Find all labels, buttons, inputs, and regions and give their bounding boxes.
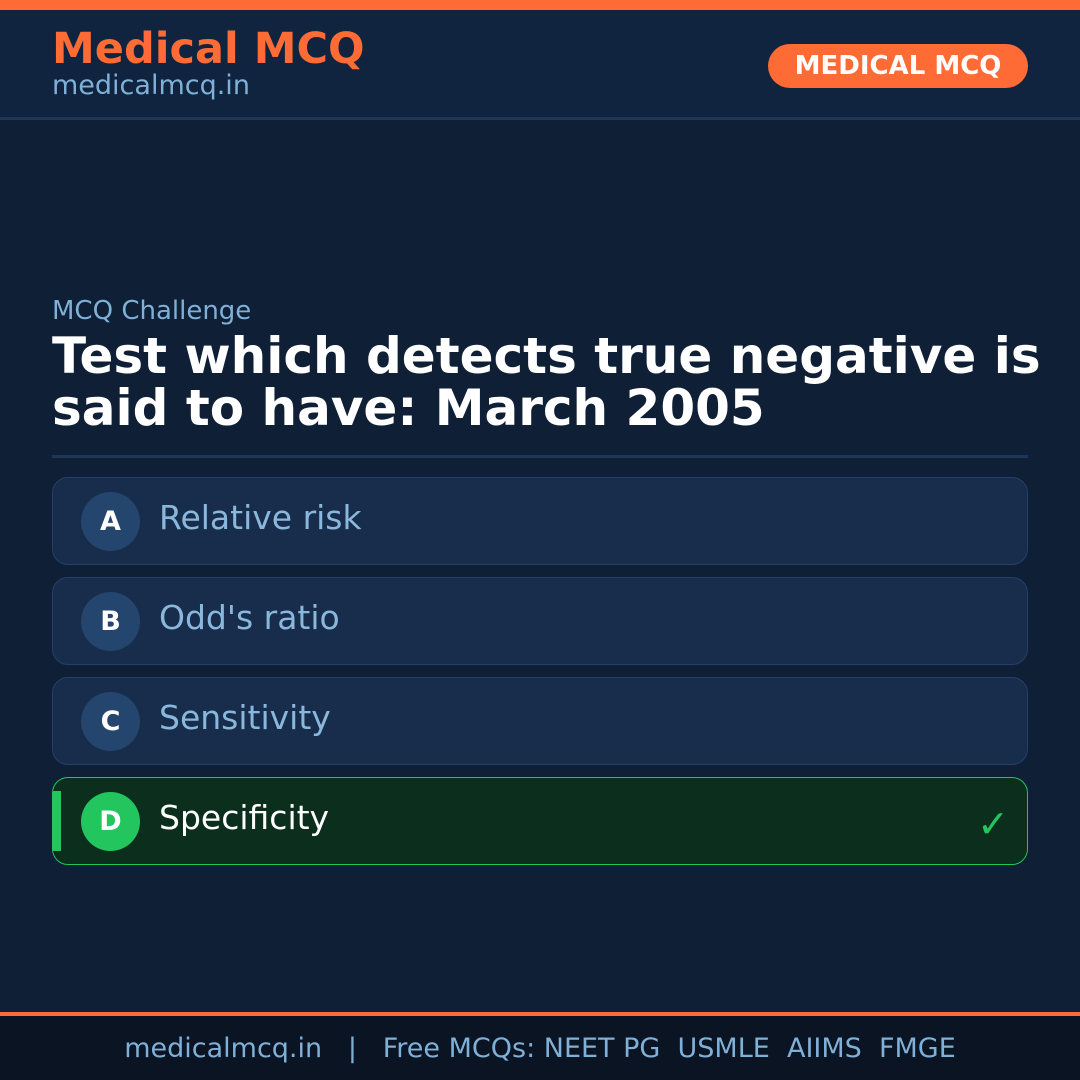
option-text: Specificity — [159, 798, 330, 837]
divider — [52, 455, 1028, 458]
question-kicker: MCQ Challenge — [52, 296, 252, 326]
option-a[interactable]: A Relative risk — [52, 477, 1028, 565]
option-letter: C — [81, 692, 140, 751]
option-c[interactable]: C Sensitivity — [52, 677, 1028, 765]
option-letter: A — [81, 492, 140, 551]
site-url: medicalmcq.in — [52, 70, 250, 101]
option-text: Odd's ratio — [159, 598, 340, 637]
option-letter: B — [81, 592, 140, 651]
footer: medicalmcq.in | Free MCQs: NEET PG USMLE… — [0, 1016, 1080, 1080]
option-b[interactable]: B Odd's ratio — [52, 577, 1028, 665]
check-icon: ✓ — [977, 802, 1009, 846]
option-text: Sensitivity — [159, 698, 331, 737]
question-text: Test which detects true negative is said… — [52, 327, 1041, 437]
brand-title: Medical MCQ — [52, 24, 365, 74]
top-accent-bar — [0, 0, 1080, 10]
category-badge: MEDICAL MCQ — [768, 44, 1028, 88]
correct-accent-bar — [53, 791, 61, 851]
header: Medical MCQ medicalmcq.in MEDICAL MCQ — [0, 10, 1080, 120]
option-letter: D — [81, 792, 140, 851]
footer-accent-line — [0, 1012, 1080, 1016]
option-text: Relative risk — [159, 498, 362, 537]
option-d-correct[interactable]: D Specificity ✓ — [52, 777, 1028, 865]
